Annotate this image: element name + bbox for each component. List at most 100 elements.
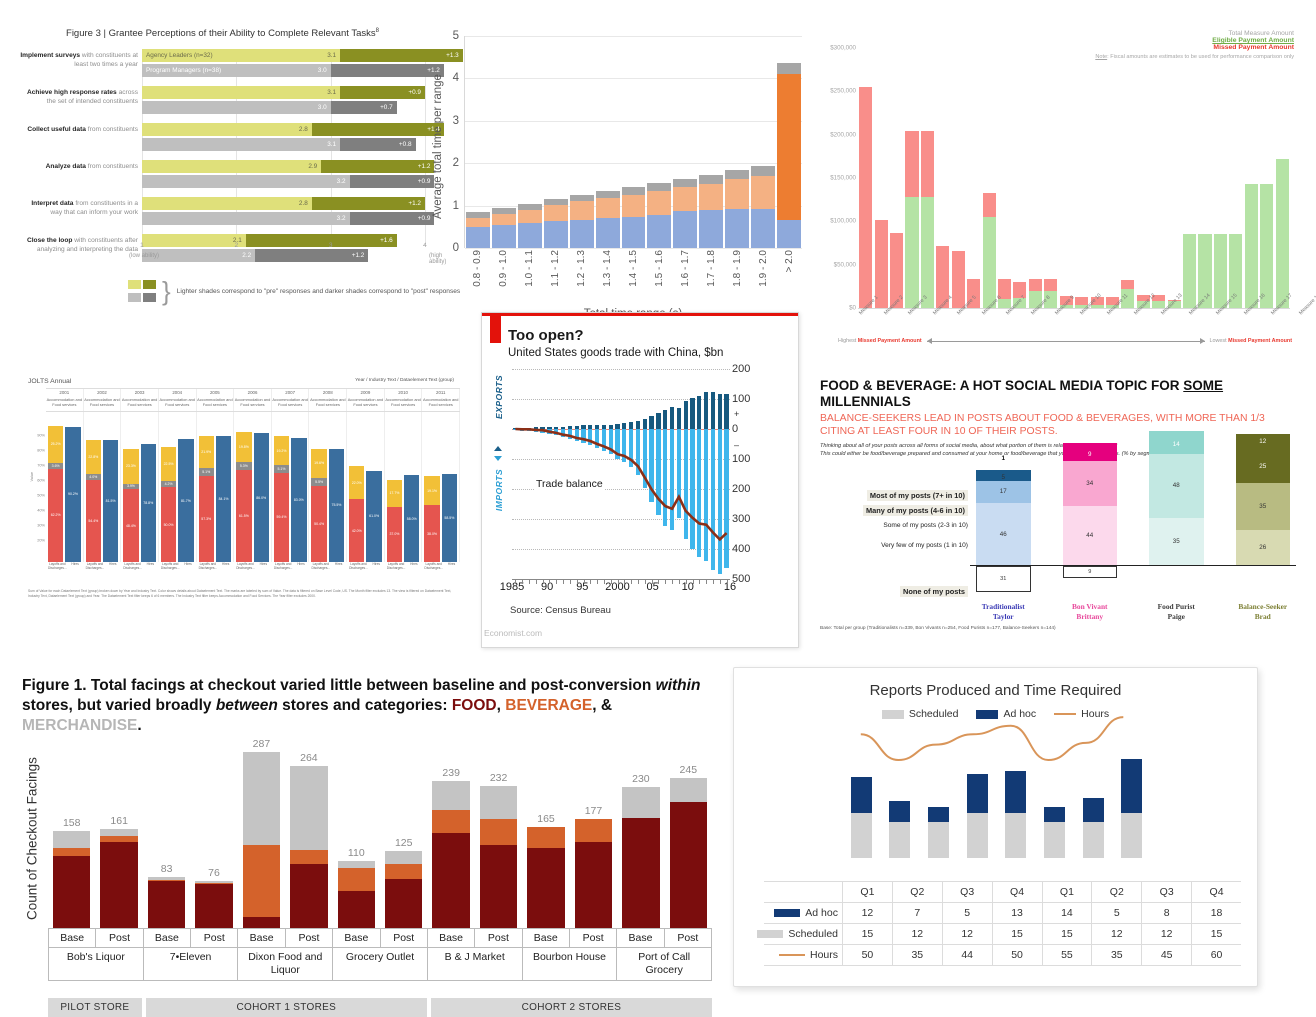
jolts-segment: 62.2% xyxy=(48,469,63,562)
economist-minor-tick xyxy=(672,580,673,584)
chart2-bar xyxy=(751,166,775,248)
figure1-segment xyxy=(53,831,90,848)
jolts-segment: 25.2% xyxy=(48,426,63,464)
jolts-year-group: 19.1%38.0%58.5% xyxy=(422,412,460,562)
figure1-period-label: Post xyxy=(191,929,237,947)
figure3-bar-pre-segment: 3.1 xyxy=(142,86,340,99)
economist-minor-tick xyxy=(706,580,707,584)
jolts-x-label: Layoffs and Discharges... xyxy=(274,562,293,584)
figure1-segment xyxy=(195,884,232,928)
figure1-bar-value: 264 xyxy=(290,752,327,764)
jolts-segment: 84.1% xyxy=(216,436,231,562)
figure3-bar-pre-segment: 2.9 xyxy=(142,160,321,173)
figure1-segment xyxy=(622,787,659,818)
economist-minor-tick xyxy=(720,580,721,584)
jolts-header-title: Year / Industry Text / Dataelement Text … xyxy=(355,378,454,383)
jolts-layoffs-bar: 22.5%4.2%50.0% xyxy=(161,412,176,562)
jolts-segment: 61.5% xyxy=(236,470,251,562)
economist-trade-balance-line xyxy=(512,369,730,579)
jolts-x-label: Layoffs and Discharges... xyxy=(387,562,406,584)
jolts-segment: 5.1% xyxy=(274,465,289,473)
economist-minor-tick xyxy=(604,580,605,584)
fnb-segment: 46 xyxy=(976,503,1031,565)
chart2-bar xyxy=(570,195,594,248)
figure1-cohort-band: COHORT 1 STORES xyxy=(146,998,427,1017)
reports-quarter-header: Q1 xyxy=(1042,882,1092,902)
figure1-segment xyxy=(432,833,469,928)
figure3-bar-pre-segment: 2.8 xyxy=(142,123,312,136)
reports-row-header: Ad hoc xyxy=(764,903,842,923)
jolts-segment: 17.7% xyxy=(387,480,402,507)
jolts-segment: 50.0% xyxy=(161,487,176,562)
reports-bar xyxy=(967,738,988,858)
figure1-segment xyxy=(53,848,90,855)
chart2-segment-blue xyxy=(492,225,516,248)
jolts-segment: 42.0% xyxy=(349,499,364,562)
figure3-task-row: Achieve high response rates across the s… xyxy=(20,86,425,118)
figure1-bar-value: 177 xyxy=(575,805,612,817)
reports-bar-cell xyxy=(1112,738,1151,858)
reports-table-cell: 12 xyxy=(892,924,942,944)
chart2-segment-blue xyxy=(570,220,594,248)
figure1-bar: 165 xyxy=(527,744,564,928)
chart2-bar xyxy=(518,204,542,248)
reports-bar xyxy=(1121,738,1142,858)
fnb-none-segment: 31 xyxy=(976,566,1031,592)
chart3-y-tick: $0 xyxy=(818,305,856,312)
jolts-x-label: Hires xyxy=(106,562,119,584)
jolts-layoffs-bar: 22.8%4.0%54.4% xyxy=(86,412,101,562)
jolts-year-group: 19.6%5.5%50.4%75.5% xyxy=(309,412,347,562)
figure1-segment xyxy=(243,845,280,917)
chart2-bar xyxy=(725,170,749,248)
figure1-segment xyxy=(622,818,659,928)
jolts-x-label: Hires xyxy=(219,562,232,584)
fnb-category-label: None of my posts xyxy=(900,586,968,597)
fnb-headline-emphasis: SOME xyxy=(1183,378,1223,393)
figure3-task-label: Close the loop with constituents after a… xyxy=(20,237,138,254)
fnb-plot: Most of my posts (7+ in 10)Many of my po… xyxy=(820,466,1296,606)
jolts-segment: 58.5% xyxy=(442,474,457,562)
figure3-bar: 3.2+0.9 xyxy=(142,175,425,188)
figure3-task-label: Analyze data from constituents xyxy=(20,163,138,172)
reports-quarter-header: Q3 xyxy=(1141,882,1191,902)
figure1-bar: 239 xyxy=(432,744,469,928)
chart3-eligible-segment xyxy=(905,197,918,308)
reports-legend-swatch xyxy=(882,710,904,719)
economist-red-tab-icon xyxy=(490,316,501,343)
figure3-bar-delta-segment: +0.9 xyxy=(340,86,425,99)
figure1-bar-value: 110 xyxy=(338,847,375,859)
chart3-eligible-segment xyxy=(1245,184,1258,308)
economist-us-china-trade-chart: Too open? United States goods trade with… xyxy=(481,312,799,648)
economist-minor-tick xyxy=(645,580,646,584)
reports-row-label: Scheduled xyxy=(788,928,838,940)
reports-row-swatch xyxy=(774,909,800,917)
economist-y-tick: 100 xyxy=(732,453,750,465)
chart2-bars xyxy=(465,36,802,248)
jolts-hires-bar: 83.0% xyxy=(291,412,306,562)
reports-table-cell: 5 xyxy=(942,903,992,923)
figure3-bar-delta-segment: +0.9 xyxy=(350,212,435,225)
reports-table-cell: 50 xyxy=(992,945,1042,965)
chart2-segment-gray xyxy=(647,183,671,191)
reports-table-cell: 35 xyxy=(1091,945,1141,965)
chart2-segment-gray xyxy=(777,63,801,74)
figure3-title: Figure 3 | Grantee Perceptions of their … xyxy=(20,28,425,39)
jolts-segment: 5.3% xyxy=(236,462,251,470)
figure3-grantee-perceptions-chart: Figure 3 | Grantee Perceptions of their … xyxy=(20,28,425,318)
economist-imports-label: IMPORTS xyxy=(494,469,504,511)
figure1-segment xyxy=(243,752,280,845)
economist-minor-tick xyxy=(584,580,585,584)
figure1-store-name: Bourbon House xyxy=(523,947,617,967)
reports-legend-item: Scheduled xyxy=(882,708,959,720)
reports-row-header: Scheduled xyxy=(764,924,842,944)
